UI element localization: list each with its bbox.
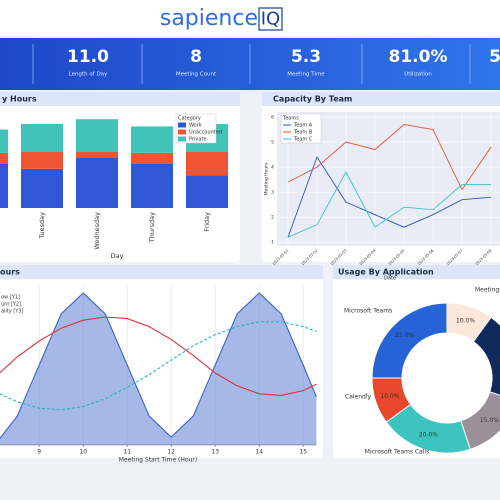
y-tick-label: 4 (271, 165, 274, 171)
kpi-value: 5.3 (291, 47, 321, 67)
y-tick-label: 5 (271, 140, 274, 146)
y-axis-label: Meeting Hours (264, 162, 270, 195)
kpi-label: Utilization (404, 72, 432, 78)
line (287, 156, 492, 238)
x-tick-label: Tuesday (38, 212, 46, 240)
category-label: Microsoft Teams Calls (365, 449, 429, 456)
panel-title: ours (0, 268, 20, 277)
line (0, 316, 317, 396)
y-tick-label: 2 (271, 215, 274, 221)
bar-segment (21, 152, 63, 169)
bar-segment (0, 152, 8, 164)
bar-segment (131, 152, 173, 164)
bar-segment (21, 124, 63, 152)
category-label: Microsoft Teams (344, 308, 392, 315)
legend-label: Private (189, 137, 206, 143)
kpi-label: Meeting Count (176, 72, 217, 78)
legend-swatch (178, 122, 186, 128)
x-tick-label: 12 (167, 449, 175, 456)
kpi-label: Meeting Time (287, 72, 325, 78)
bar-segment (21, 168, 63, 208)
category-label: Meetings (475, 287, 500, 294)
bar-segment (186, 175, 228, 208)
kpi-value: 5 (489, 47, 500, 67)
x-tick-label: Friday (203, 212, 211, 232)
logo: sapience (160, 6, 258, 31)
bar-segment (0, 164, 8, 208)
bar-segment (76, 119, 118, 152)
line (287, 124, 492, 191)
x-tick-label: 9 (37, 449, 41, 456)
category-label: Calendly (345, 394, 372, 401)
legend-label: ow [Y1] (1, 295, 20, 301)
legend-label: Team B (293, 130, 313, 136)
panel-title: y Hours (2, 95, 37, 104)
slice-label: 10.0% (456, 317, 475, 324)
legend-swatch (178, 136, 186, 142)
line (0, 292, 317, 439)
legend-title: Category (178, 116, 201, 122)
panel-header (0, 92, 240, 106)
y-tick-label: 1 (271, 240, 274, 246)
legend-label: ality [Y3] (1, 309, 24, 315)
x-axis-label: Meeting Start Time (Hour) (119, 457, 197, 464)
slice-label: 20.0% (495, 356, 500, 363)
pie-slice (472, 316, 500, 396)
panel (0, 265, 323, 458)
legend-label: Unaccounted (189, 130, 222, 136)
legend-label: Work (189, 123, 202, 129)
bar-segment (76, 152, 118, 158)
kpi-group: 11.0 Length of Day 8 Meeting Count 5.3 Meetin… (32, 44, 500, 84)
slice-label: 15.0% (480, 417, 499, 424)
kpi-value: 81.0% (389, 47, 448, 67)
panel-title: Capacity By Team (273, 95, 352, 104)
line (287, 171, 491, 238)
legend-box (280, 113, 322, 144)
legend-title: Teams (282, 116, 299, 122)
logo-badge: IQ (261, 9, 280, 30)
bar-segment (186, 152, 228, 176)
x-tick-label: Thursday (148, 212, 156, 243)
x-tick-label: 14 (255, 449, 263, 456)
panel-header (333, 265, 500, 279)
x-tick-label: 13 (211, 449, 219, 456)
logo-badge-box (258, 7, 283, 31)
panel-header (0, 265, 323, 279)
bar-segment (131, 164, 173, 208)
x-axis-label: Day (111, 252, 124, 260)
legend-label: Team A (293, 123, 313, 129)
y-tick-label: 6 (271, 115, 274, 121)
legend-label: Team C (293, 137, 313, 143)
bar-segment (0, 129, 8, 153)
charts: y Hours Tuesday Wednesday Thursday Friday Day… (0, 95, 500, 464)
kpi-label: Length of Day (69, 72, 108, 78)
legend-swatch (178, 129, 186, 135)
panel-header (262, 92, 500, 106)
x-tick-label: Wednesday (93, 212, 101, 250)
slice-label: 20.0% (419, 432, 438, 439)
slice-label: 10.0% (380, 393, 399, 400)
bar-segment (76, 157, 118, 208)
x-tick-label: 15 (299, 449, 307, 456)
panel-title: Usage By Application (338, 268, 434, 277)
x-tick-label: 11 (123, 449, 131, 456)
legend-label: unt [Y2] (1, 302, 21, 308)
top-bar (0, 0, 500, 36)
y-tick-label: 3 (271, 190, 274, 196)
slice-label: 25.0% (395, 332, 414, 339)
x-axis-label: Date (384, 276, 396, 282)
bar-segment (131, 126, 173, 153)
kpi-value: 11.0 (67, 47, 109, 67)
pie-slice (371, 302, 448, 379)
x-tick-label: 10 (79, 449, 87, 456)
kpi-value: 8 (190, 47, 202, 67)
